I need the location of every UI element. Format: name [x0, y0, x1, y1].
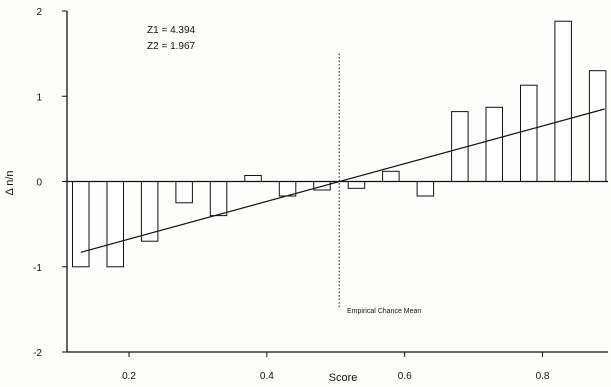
- x-tick-label-0.8: 0.8: [536, 371, 550, 382]
- bar-13: [485, 106, 503, 182]
- chance-mean-label: Empirical Chance Mean: [347, 308, 421, 315]
- bar-5: [209, 181, 228, 217]
- x-tick-label-0.2: 0.2: [122, 371, 136, 382]
- bar-4: [175, 181, 193, 204]
- bar-9: [347, 181, 366, 189]
- bar-14: [520, 84, 538, 182]
- bar-1: [72, 181, 90, 268]
- bars-layer: [72, 20, 607, 268]
- bar-2: [106, 181, 124, 268]
- y-tick-label--1: -1: [33, 263, 42, 274]
- z2-annotation: Z2 = 1.967: [147, 41, 196, 52]
- y-tick-label-1: 1: [36, 92, 42, 103]
- bar-16: [588, 70, 607, 182]
- regression-line: [80, 108, 605, 253]
- y-axis-label: Δ n/n: [4, 170, 16, 195]
- x-tick-label-0.4: 0.4: [260, 371, 274, 382]
- z1-annotation: Z1 = 4.394: [147, 25, 196, 36]
- x-tick-label-0.6: 0.6: [398, 371, 412, 382]
- bar-11: [416, 181, 435, 197]
- bar-15: [554, 20, 572, 183]
- x-axis-label: Score: [329, 372, 358, 384]
- y-tick-label-2: 2: [36, 7, 42, 18]
- bar-6: [244, 175, 262, 182]
- bar-10: [382, 170, 400, 183]
- y-tick-label--2: -2: [33, 348, 42, 359]
- y-tick-label-0: 0: [36, 178, 42, 189]
- overlay-layer: [80, 53, 605, 310]
